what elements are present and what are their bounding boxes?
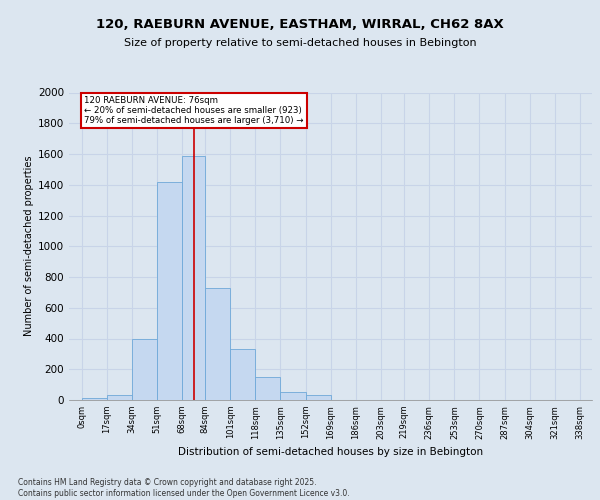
Bar xyxy=(256,377,280,400)
Text: 120, RAEBURN AVENUE, EASTHAM, WIRRAL, CH62 8AX: 120, RAEBURN AVENUE, EASTHAM, WIRRAL, CH… xyxy=(96,18,504,30)
Bar xyxy=(230,350,256,400)
Bar xyxy=(305,396,331,400)
Bar xyxy=(205,288,230,400)
Bar xyxy=(107,396,131,400)
Bar xyxy=(157,182,182,400)
Bar xyxy=(182,156,205,400)
Text: 120 RAEBURN AVENUE: 76sqm
← 20% of semi-detached houses are smaller (923)
79% of: 120 RAEBURN AVENUE: 76sqm ← 20% of semi-… xyxy=(85,96,304,126)
Text: Contains HM Land Registry data © Crown copyright and database right 2025.
Contai: Contains HM Land Registry data © Crown c… xyxy=(18,478,350,498)
Bar xyxy=(131,338,157,400)
Bar xyxy=(280,392,305,400)
Bar xyxy=(82,398,107,400)
X-axis label: Distribution of semi-detached houses by size in Bebington: Distribution of semi-detached houses by … xyxy=(178,447,483,457)
Y-axis label: Number of semi-detached properties: Number of semi-detached properties xyxy=(24,156,34,336)
Text: Size of property relative to semi-detached houses in Bebington: Size of property relative to semi-detach… xyxy=(124,38,476,48)
